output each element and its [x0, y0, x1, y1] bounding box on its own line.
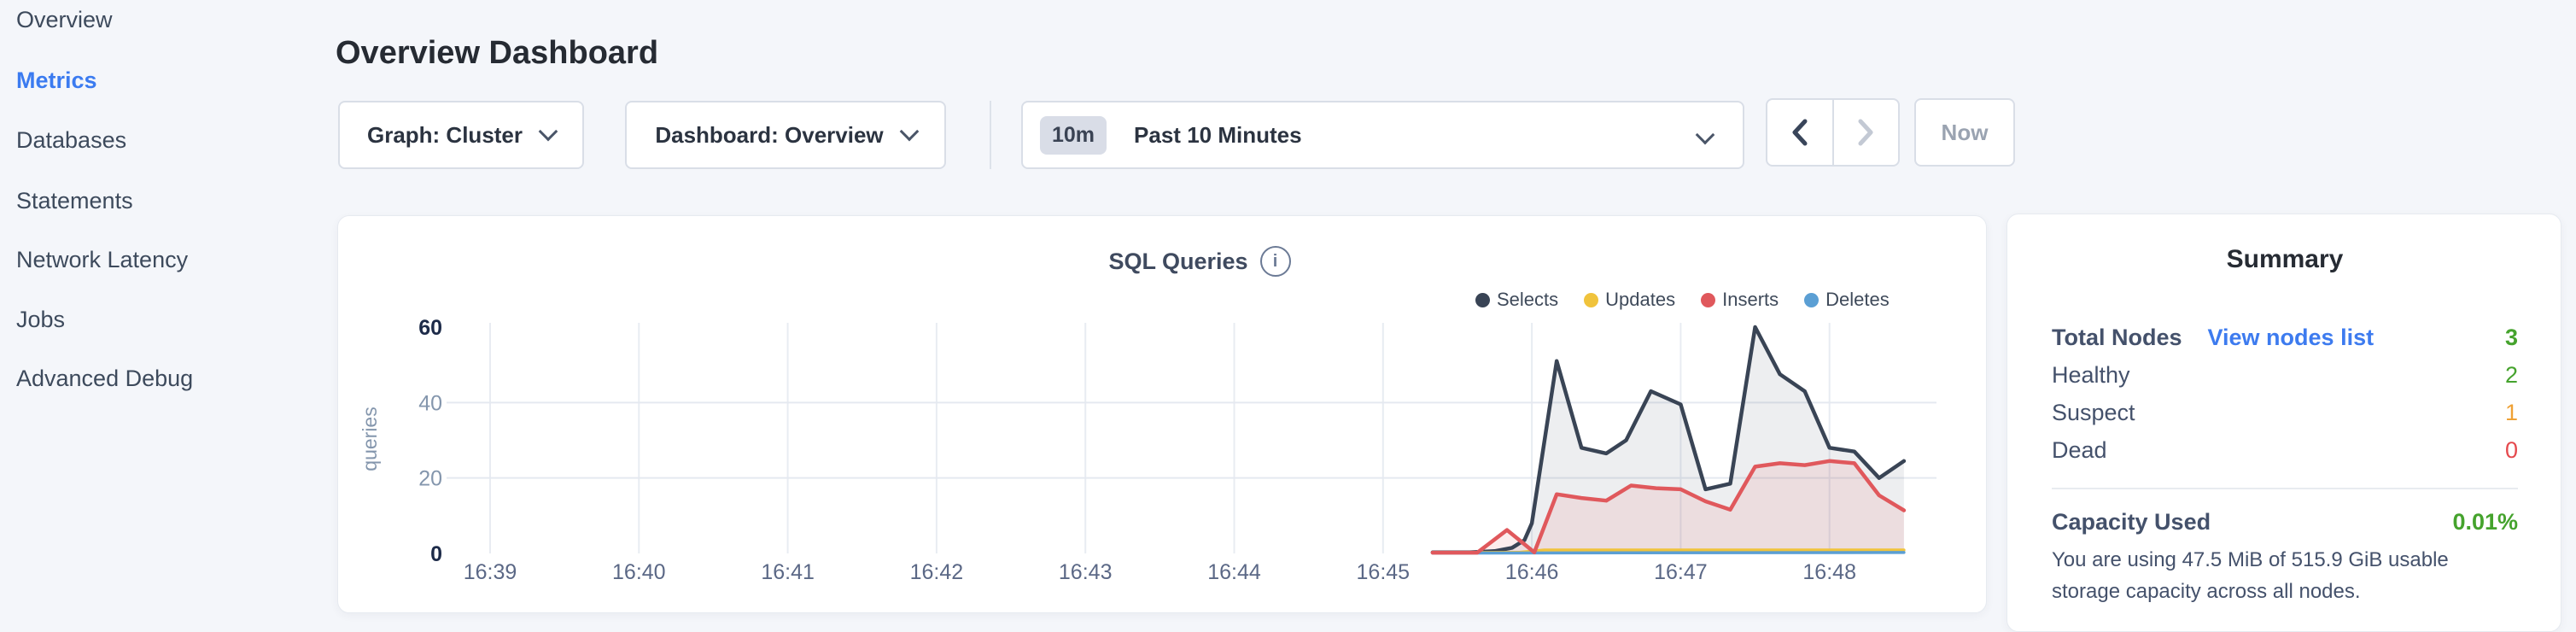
- deletes-dot-icon: [1804, 292, 1820, 307]
- legend-label: Deletes: [1825, 289, 1890, 310]
- total-nodes-label: Total Nodes: [2052, 324, 2182, 350]
- svg-text:0: 0: [430, 542, 442, 566]
- chevron-left-icon: [1792, 119, 1808, 146]
- chart-legend: Selects Updates Inserts Deletes: [1475, 289, 1890, 311]
- selects-dot-icon: [1475, 292, 1490, 307]
- legend-label: Updates: [1605, 289, 1676, 310]
- chart-title: SQL Queries: [1108, 248, 1248, 274]
- inserts-dot-icon: [1701, 292, 1716, 307]
- chevron-down-icon: [1695, 125, 1715, 145]
- svg-text:40: 40: [418, 391, 442, 415]
- suspect-value: 1: [2504, 399, 2518, 425]
- legend-item-inserts: Inserts: [1701, 289, 1779, 311]
- time-range-label: Past 10 Minutes: [1134, 121, 1302, 148]
- svg-text:queries: queries: [359, 407, 381, 471]
- sql-queries-chart-card: [337, 215, 1987, 613]
- sidebar-item-databases[interactable]: Databases: [16, 127, 127, 153]
- time-forward-button[interactable]: [1834, 100, 1899, 165]
- time-range-badge: 10m: [1040, 115, 1107, 155]
- header-divider: [990, 101, 991, 169]
- sidebar-item-statements[interactable]: Statements: [16, 188, 133, 214]
- graph-dropdown-label: Graph: Cluster: [366, 121, 523, 148]
- sidebar-item-jobs[interactable]: Jobs: [16, 307, 66, 332]
- graph-dropdown[interactable]: Graph: Cluster: [338, 101, 584, 169]
- svg-text:60: 60: [418, 316, 442, 340]
- time-range-select[interactable]: 10m Past 10 Minutes: [1021, 101, 1744, 169]
- healthy-row: Healthy 2: [2052, 356, 2518, 394]
- sidebar-item-overview[interactable]: Overview: [16, 7, 113, 32]
- svg-text:20: 20: [418, 467, 442, 491]
- dead-label: Dead: [2052, 436, 2107, 463]
- legend-label: Selects: [1497, 289, 1559, 310]
- updates-dot-icon: [1584, 292, 1599, 307]
- sql-queries-chart[interactable]: 16:39 16:40 16:41 16:42 16:43 16:44 16:45 16:46…: [337, 215, 1987, 613]
- chevron-down-icon: [899, 121, 919, 142]
- chevron-down-icon: [538, 121, 558, 142]
- healthy-value: 2: [2504, 361, 2518, 388]
- svg-text:16:47: 16:47: [1654, 560, 1708, 584]
- sidebar-item-advanced-debug[interactable]: Advanced Debug: [16, 366, 194, 391]
- legend-item-selects: Selects: [1475, 289, 1558, 311]
- svg-text:16:46: 16:46: [1505, 560, 1559, 584]
- total-nodes-value: 3: [2504, 324, 2518, 350]
- summary-heading: Summary: [2226, 245, 2344, 273]
- dead-value: 0: [2504, 436, 2518, 463]
- sidebar-item-metrics[interactable]: Metrics: [16, 67, 97, 93]
- legend-label: Inserts: [1722, 289, 1779, 310]
- suspect-row: Suspect 1: [2052, 394, 2518, 431]
- page-title: Overview Dashboard: [336, 35, 659, 72]
- capacity-row: Capacity Used 0.01%: [2052, 503, 2518, 541]
- chevron-right-icon: [1858, 119, 1873, 146]
- suspect-label: Suspect: [2052, 399, 2135, 425]
- dashboard-dropdown-label: Dashboard: Overview: [655, 121, 884, 148]
- svg-text:16:39: 16:39: [464, 560, 517, 584]
- now-button[interactable]: Now: [1914, 98, 2015, 167]
- capacity-description: You are using 47.5 MiB of 515.9 GiB usab…: [2052, 548, 2449, 603]
- svg-text:16:44: 16:44: [1207, 560, 1261, 584]
- legend-item-updates: Updates: [1584, 289, 1675, 311]
- svg-text:16:43: 16:43: [1059, 560, 1113, 584]
- info-icon[interactable]: i: [1259, 246, 1291, 277]
- summary-panel: Summary Total Nodes View nodes list 3 He…: [2006, 214, 2561, 632]
- view-nodes-list-link[interactable]: View nodes list: [2207, 324, 2374, 350]
- svg-text:16:40: 16:40: [612, 560, 666, 584]
- svg-text:16:45: 16:45: [1357, 560, 1411, 584]
- svg-text:16:48: 16:48: [1802, 560, 1856, 584]
- svg-text:16:41: 16:41: [761, 560, 815, 584]
- summary-divider: [2052, 488, 2518, 489]
- legend-item-deletes: Deletes: [1804, 289, 1890, 311]
- time-back-button[interactable]: [1767, 100, 1834, 165]
- sidebar-item-network-latency[interactable]: Network Latency: [16, 247, 189, 272]
- dashboard-dropdown[interactable]: Dashboard: Overview: [625, 101, 946, 169]
- capacity-value: 0.01%: [2452, 508, 2518, 535]
- svg-text:16:42: 16:42: [910, 560, 964, 584]
- total-nodes-row: Total Nodes View nodes list 3: [2052, 319, 2518, 356]
- healthy-label: Healthy: [2052, 361, 2130, 388]
- time-pager: [1766, 98, 1900, 167]
- capacity-label: Capacity Used: [2052, 508, 2211, 535]
- dead-row: Dead 0: [2052, 431, 2518, 469]
